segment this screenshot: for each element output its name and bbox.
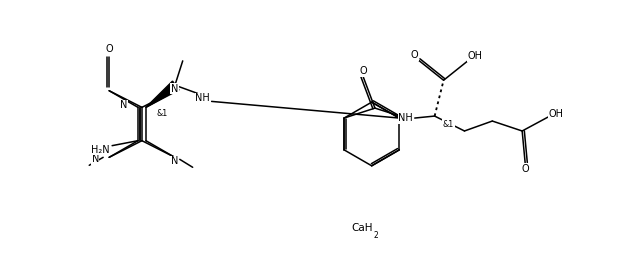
Text: O: O (522, 164, 529, 174)
Text: H₂N: H₂N (91, 145, 110, 155)
Text: NH: NH (398, 113, 413, 123)
Text: N: N (120, 100, 128, 110)
Text: &1: &1 (443, 120, 454, 129)
Text: N: N (91, 154, 99, 164)
Text: O: O (359, 66, 367, 76)
Text: O: O (105, 44, 113, 54)
Polygon shape (146, 81, 179, 107)
Text: N: N (171, 84, 178, 94)
Text: &1: &1 (156, 109, 168, 118)
Text: NH: NH (195, 93, 210, 103)
Text: OH: OH (549, 109, 563, 119)
Text: 2: 2 (374, 231, 378, 240)
Text: N: N (171, 156, 178, 166)
Text: OH: OH (468, 51, 483, 61)
Text: O: O (411, 50, 418, 60)
Text: CaH: CaH (351, 223, 372, 233)
